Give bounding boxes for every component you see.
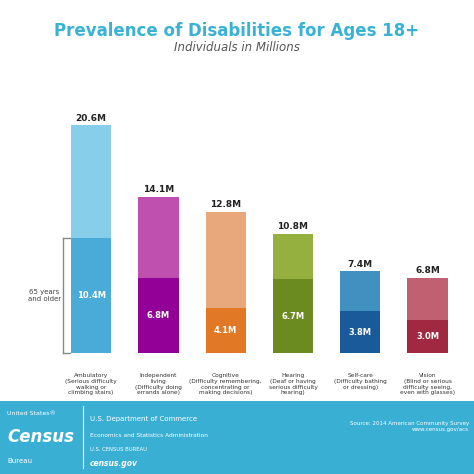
- Bar: [71, 125, 111, 353]
- Text: Census: Census: [7, 428, 74, 446]
- Text: census.gov: census.gov: [90, 459, 138, 468]
- Text: 65 years
and older: 65 years and older: [28, 289, 61, 302]
- Text: Cognitive
(Difficulty remembering,
concentrating or
making decisions): Cognitive (Difficulty remembering, conce…: [190, 373, 262, 395]
- Text: Independent
living
(Difficulty doing
errands alone): Independent living (Difficulty doing err…: [135, 373, 182, 395]
- Bar: [71, 238, 111, 353]
- Text: 3.8M: 3.8M: [349, 328, 372, 337]
- Text: Ambulatory
(Serious difficulty
walking or
climbing stairs): Ambulatory (Serious difficulty walking o…: [65, 373, 117, 395]
- Text: 6.8M: 6.8M: [415, 266, 440, 275]
- Text: Self-care
(Difficulty bathing
or dressing): Self-care (Difficulty bathing or dressin…: [334, 373, 387, 390]
- Text: 4.1M: 4.1M: [214, 326, 237, 335]
- Text: Economics and Statistics Administration: Economics and Statistics Administration: [90, 433, 208, 438]
- Text: Prevalence of Disabilities for Ages 18+: Prevalence of Disabilities for Ages 18+: [55, 22, 419, 40]
- Text: Source: 2014 American Community Survey
www.census.gov/acs: Source: 2014 American Community Survey w…: [350, 421, 469, 432]
- Text: 7.4M: 7.4M: [347, 260, 373, 268]
- Bar: [273, 234, 313, 353]
- Bar: [407, 320, 448, 353]
- Bar: [340, 271, 381, 353]
- Text: Vision
(Blind or serious
difficulty seeing,
even with glasses): Vision (Blind or serious difficulty seei…: [400, 373, 455, 395]
- Text: 6.7M: 6.7M: [282, 311, 304, 320]
- Bar: [206, 211, 246, 353]
- Text: 14.1M: 14.1M: [143, 185, 174, 194]
- Text: Hearing
(Deaf or having
serious difficulty
hearing): Hearing (Deaf or having serious difficul…: [269, 373, 318, 395]
- Text: U.S. Department of Commerce: U.S. Department of Commerce: [90, 416, 197, 422]
- Text: 20.6M: 20.6M: [76, 114, 107, 123]
- Bar: [340, 311, 381, 353]
- Text: Bureau: Bureau: [7, 458, 32, 464]
- Text: Individuals in Millions: Individuals in Millions: [174, 41, 300, 54]
- Text: United States®: United States®: [7, 411, 56, 416]
- Text: U.S. CENSUS BUREAU: U.S. CENSUS BUREAU: [90, 447, 147, 452]
- Text: 3.0M: 3.0M: [416, 332, 439, 341]
- Bar: [206, 308, 246, 353]
- Text: 6.8M: 6.8M: [147, 311, 170, 320]
- Bar: [138, 197, 179, 353]
- Text: 10.8M: 10.8M: [277, 222, 309, 231]
- Bar: [407, 278, 448, 353]
- Bar: [273, 279, 313, 353]
- Bar: [138, 278, 179, 353]
- Text: 12.8M: 12.8M: [210, 200, 241, 209]
- Text: 10.4M: 10.4M: [77, 291, 106, 300]
